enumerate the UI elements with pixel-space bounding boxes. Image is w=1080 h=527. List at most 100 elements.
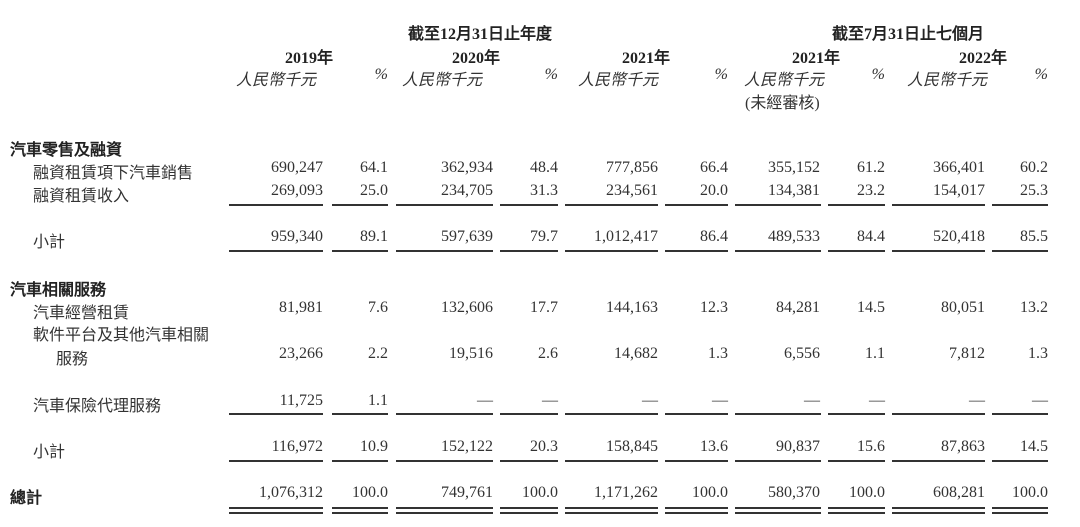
cell-pct: 13.6 — [700, 438, 728, 455]
unit-amount-5: 人民幣千元 — [907, 72, 988, 89]
cell-pct: 17.7 — [530, 299, 558, 316]
unit-amount-3: 人民幣千元 — [578, 72, 659, 89]
cell-pct: 100.0 — [849, 484, 885, 501]
cell-pct: — — [869, 392, 885, 409]
cell-amount: 116,972 — [271, 438, 323, 455]
cell-pct: 84.4 — [857, 228, 885, 245]
cell-amount: 19,516 — [449, 345, 493, 362]
unaudited-note: (未經審核) — [745, 95, 820, 112]
cell-pct: 23.2 — [857, 182, 885, 199]
cell-amount: 7,812 — [949, 345, 985, 362]
cell-pct: 25.0 — [360, 182, 388, 199]
cell-amount: — — [804, 392, 820, 409]
cell-amount: 234,561 — [606, 182, 658, 199]
row-label-finance-lease-income: 融資租賃收入 — [33, 188, 130, 205]
cell-pct: 13.2 — [1020, 299, 1048, 316]
cell-amount: 269,093 — [271, 182, 323, 199]
cell-pct: 100.0 — [352, 484, 388, 501]
unit-pct-4: % — [871, 66, 885, 83]
cell-pct: 85.5 — [1020, 228, 1048, 245]
cell-amount: 362,934 — [441, 159, 493, 176]
cell-amount: 134,381 — [768, 182, 820, 199]
cell-pct: — — [542, 392, 558, 409]
cell-pct: 20.3 — [530, 438, 558, 455]
year-header-2020: 2020年 — [451, 50, 500, 67]
cell-pct: 12.3 — [700, 299, 728, 316]
year-header-2021: 2021年 — [621, 50, 670, 67]
cell-amount: — — [642, 392, 658, 409]
row-label-software-platform: 軟件平台及其他汽車相關 — [33, 327, 210, 344]
cell-amount: 23,266 — [279, 345, 323, 362]
unit-pct-1: % — [374, 66, 388, 83]
cell-pct: 1.1 — [865, 345, 885, 362]
cell-pct: — — [1032, 392, 1048, 409]
cell-amount: 81,981 — [279, 299, 323, 316]
cell-pct: 1.1 — [368, 392, 388, 409]
cell-pct: 25.3 — [1020, 182, 1048, 199]
cell-amount: 580,370 — [768, 484, 820, 501]
section-title-car-related-services: 汽車相關服務 — [10, 282, 107, 299]
unit-pct-5: % — [1034, 66, 1048, 83]
cell-pct: 10.9 — [360, 438, 388, 455]
cell-pct: 2.2 — [368, 345, 388, 362]
cell-amount: 132,606 — [441, 299, 493, 316]
cell-pct: 86.4 — [700, 228, 728, 245]
cell-amount: 355,152 — [768, 159, 820, 176]
cell-pct: 31.3 — [530, 182, 558, 199]
cell-pct: 66.4 — [700, 159, 728, 176]
cell-pct: 14.5 — [857, 299, 885, 316]
year-header-2022-7m: 2022年 — [958, 50, 1007, 67]
cell-amount: 366,401 — [933, 159, 985, 176]
row-label-total: 總計 — [10, 490, 43, 507]
row-label-insurance-agency: 汽車保險代理服務 — [33, 398, 162, 415]
cell-pct: — — [712, 392, 728, 409]
unit-pct-2: % — [544, 66, 558, 83]
year-header-2019: 2019年 — [284, 50, 333, 67]
cell-amount: 84,281 — [776, 299, 820, 316]
row-label-software-platform-cont: 服務 — [56, 351, 89, 368]
cell-amount: 152,122 — [441, 438, 493, 455]
cell-amount: — — [969, 392, 985, 409]
cell-amount: 6,556 — [784, 345, 820, 362]
row-label-subtotal-1: 小計 — [33, 234, 66, 251]
row-label-finance-lease-car-sales: 融資租賃項下汽車銷售 — [33, 165, 194, 182]
cell-amount: 1,076,312 — [259, 484, 323, 501]
cell-amount: 144,163 — [606, 299, 658, 316]
cell-amount: 87,863 — [941, 438, 985, 455]
cell-amount: 154,017 — [933, 182, 985, 199]
cell-pct: 89.1 — [360, 228, 388, 245]
cell-pct: 64.1 — [360, 159, 388, 176]
cell-pct: 14.5 — [1020, 438, 1048, 455]
section-title-retail-financing: 汽車零售及融資 — [10, 142, 123, 159]
cell-pct: 2.6 — [538, 345, 558, 362]
cell-pct: 100.0 — [692, 484, 728, 501]
cell-amount: 777,856 — [606, 159, 658, 176]
unit-amount-1: 人民幣千元 — [236, 72, 317, 89]
cell-amount: 608,281 — [933, 484, 985, 501]
cell-amount: 597,639 — [441, 228, 493, 245]
row-label-operating-lease: 汽車經營租賃 — [33, 305, 130, 322]
cell-amount: — — [477, 392, 493, 409]
group-header-fiscal-year: 截至12月31日止年度 — [407, 26, 552, 43]
cell-pct: 1.3 — [708, 345, 728, 362]
cell-pct: 61.2 — [857, 159, 885, 176]
cell-pct: 79.7 — [530, 228, 558, 245]
cell-pct: 48.4 — [530, 159, 558, 176]
cell-pct: 100.0 — [522, 484, 558, 501]
cell-amount: 11,725 — [279, 392, 323, 409]
cell-pct: 100.0 — [1012, 484, 1048, 501]
cell-amount: 1,171,262 — [594, 484, 658, 501]
unit-amount-2: 人民幣千元 — [402, 72, 483, 89]
cell-amount: 158,845 — [606, 438, 658, 455]
unit-pct-3: % — [714, 66, 728, 83]
cell-amount: 234,705 — [441, 182, 493, 199]
cell-amount: 959,340 — [271, 228, 323, 245]
cell-pct: 15.6 — [857, 438, 885, 455]
cell-pct: 1.3 — [1028, 345, 1048, 362]
cell-amount: 749,761 — [441, 484, 493, 501]
year-header-2021-7m: 2021年 — [791, 50, 840, 67]
group-header-seven-months: 截至7月31日止七個月 — [831, 26, 984, 43]
cell-amount: 690,247 — [271, 159, 323, 176]
cell-amount: 1,012,417 — [594, 228, 658, 245]
cell-amount: 14,682 — [614, 345, 658, 362]
